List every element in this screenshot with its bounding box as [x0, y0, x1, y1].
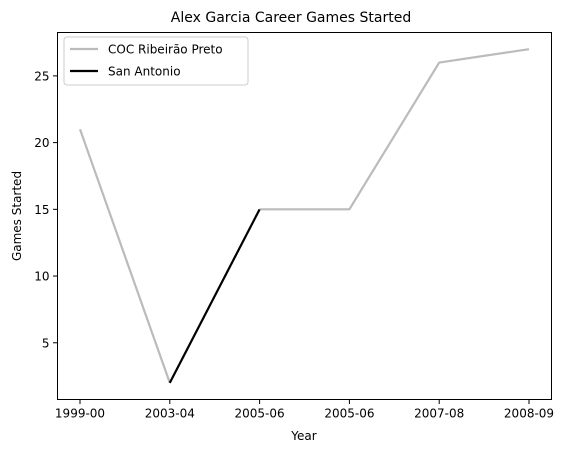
x-axis-label: Year [290, 429, 316, 443]
legend: COC Ribeirão Preto San Antonio [63, 36, 249, 86]
x-tick-label: 2005-06 [235, 407, 285, 421]
y-tick-label: 5 [42, 336, 50, 350]
chart-title: Alex Garcia Career Games Started [171, 10, 411, 26]
plot-frame [57, 32, 552, 400]
legend-label: COC Ribeirão Preto [108, 43, 223, 57]
y-tick-label: 20 [34, 136, 49, 150]
x-tick-label: 2005-06 [324, 407, 374, 421]
series-line-0-segment-1 [259, 48, 530, 211]
y-tick-label: 10 [34, 270, 49, 284]
x-tick-label: 1999-00 [55, 407, 105, 421]
y-tick-label: 25 [34, 69, 49, 83]
x-tick-label: 2007-08 [414, 407, 464, 421]
legend-label: San Antonio [108, 65, 181, 79]
y-axis: 5 10 15 20 25 [34, 69, 58, 350]
series-line-1-segment-0 [168, 208, 261, 384]
plot-lines [78, 48, 530, 384]
x-tick-label: 2008-09 [504, 407, 554, 421]
legend-box [63, 36, 249, 86]
y-axis-label: Games Started [10, 171, 24, 261]
x-axis: 1999-00 2003-04 2005-06 2005-06 2007-08 2008-… [55, 399, 554, 421]
series-line-0-segment-0 [78, 128, 171, 384]
y-tick-label: 15 [34, 203, 49, 217]
x-tick-label: 2003-04 [145, 407, 195, 421]
